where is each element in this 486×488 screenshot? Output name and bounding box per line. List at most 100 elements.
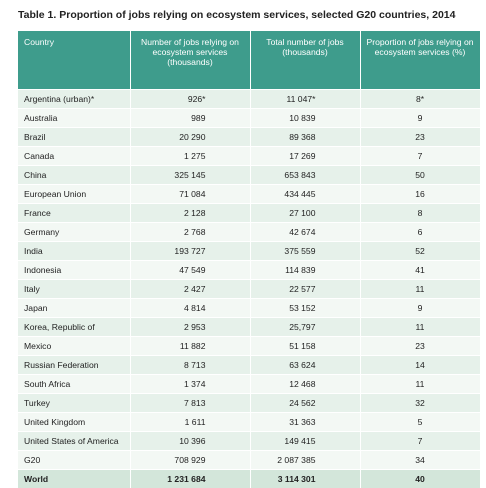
table-cell: 41 (360, 261, 480, 280)
table-cell: 8 (360, 204, 480, 223)
column-header: Proportion of jobs relying on ecosystem … (360, 31, 480, 90)
row-label: India (18, 242, 130, 261)
table-cell: 63 624 (250, 356, 360, 375)
row-label: Germany (18, 223, 130, 242)
column-header: Total number of jobs (thousands) (250, 31, 360, 90)
table-cell: 4 814 (130, 299, 250, 318)
table-cell: 10 396 (130, 432, 250, 451)
table-body: Argentina (urban)*926*11 047*8*Australia… (18, 90, 480, 488)
row-label: United Kingdom (18, 413, 130, 432)
table-cell: 1 231 684 (130, 470, 250, 488)
row-label: Turkey (18, 394, 130, 413)
table-cell: 11 882 (130, 337, 250, 356)
table-cell: 2 427 (130, 280, 250, 299)
table-cell: 14 (360, 356, 480, 375)
row-label: Brazil (18, 128, 130, 147)
table-row: Argentina (urban)*926*11 047*8* (18, 90, 480, 109)
table-cell: 9 (360, 109, 480, 128)
column-header: Number of jobs relying on ecosystem serv… (130, 31, 250, 90)
table-cell: 375 559 (250, 242, 360, 261)
table-cell: 89 368 (250, 128, 360, 147)
table-cell: 10 839 (250, 109, 360, 128)
row-label: South Africa (18, 375, 130, 394)
table-cell: 34 (360, 451, 480, 470)
table-cell: 42 674 (250, 223, 360, 242)
table-cell: 50 (360, 166, 480, 185)
table-cell: 32 (360, 394, 480, 413)
row-label: Russian Federation (18, 356, 130, 375)
table-cell: 3 114 301 (250, 470, 360, 488)
table-cell: 2 128 (130, 204, 250, 223)
table-cell: 23 (360, 337, 480, 356)
table-cell: 47 549 (130, 261, 250, 280)
table-cell: 8 713 (130, 356, 250, 375)
column-header: Country (18, 31, 130, 90)
table-cell: 17 269 (250, 147, 360, 166)
table-cell: 25,797 (250, 318, 360, 337)
table-cell: 31 363 (250, 413, 360, 432)
table-cell: 11 (360, 375, 480, 394)
row-label: Italy (18, 280, 130, 299)
table-cell: 22 577 (250, 280, 360, 299)
table-title: Table 1. Proportion of jobs relying on e… (18, 9, 455, 21)
table-cell: 24 562 (250, 394, 360, 413)
table-cell: 2 087 385 (250, 451, 360, 470)
table-cell: 11 047* (250, 90, 360, 109)
table-cell: 1 374 (130, 375, 250, 394)
table-cell: 149 415 (250, 432, 360, 451)
row-label: Korea, Republic of (18, 318, 130, 337)
row-label: Argentina (urban)* (18, 90, 130, 109)
table-cell: 1 275 (130, 147, 250, 166)
table-cell: 8* (360, 90, 480, 109)
row-label: United States of America (18, 432, 130, 451)
table-cell: 193 727 (130, 242, 250, 261)
table-cell: 6 (360, 223, 480, 242)
table-cell: 5 (360, 413, 480, 432)
table-cell: 989 (130, 109, 250, 128)
row-label: G20 (18, 451, 130, 470)
table-cell: 7 (360, 432, 480, 451)
table-cell: 2 768 (130, 223, 250, 242)
table-cell: 11 (360, 280, 480, 299)
table-cell: 7 (360, 147, 480, 166)
row-label: France (18, 204, 130, 223)
table-cell: 20 290 (130, 128, 250, 147)
table-cell: 71 084 (130, 185, 250, 204)
row-label: World (18, 470, 130, 488)
table-cell: 325 145 (130, 166, 250, 185)
row-label: European Union (18, 185, 130, 204)
table-cell: 7 813 (130, 394, 250, 413)
table-cell: 114 839 (250, 261, 360, 280)
table-cell: 23 (360, 128, 480, 147)
table-cell: 1 611 (130, 413, 250, 432)
table-cell: 52 (360, 242, 480, 261)
row-label: Mexico (18, 337, 130, 356)
row-label: Australia (18, 109, 130, 128)
table-cell: 12 468 (250, 375, 360, 394)
row-label: Canada (18, 147, 130, 166)
table-cell: 11 (360, 318, 480, 337)
table-cell: 51 158 (250, 337, 360, 356)
table-cell: 27 100 (250, 204, 360, 223)
table-cell: 434 445 (250, 185, 360, 204)
table-cell: 53 152 (250, 299, 360, 318)
